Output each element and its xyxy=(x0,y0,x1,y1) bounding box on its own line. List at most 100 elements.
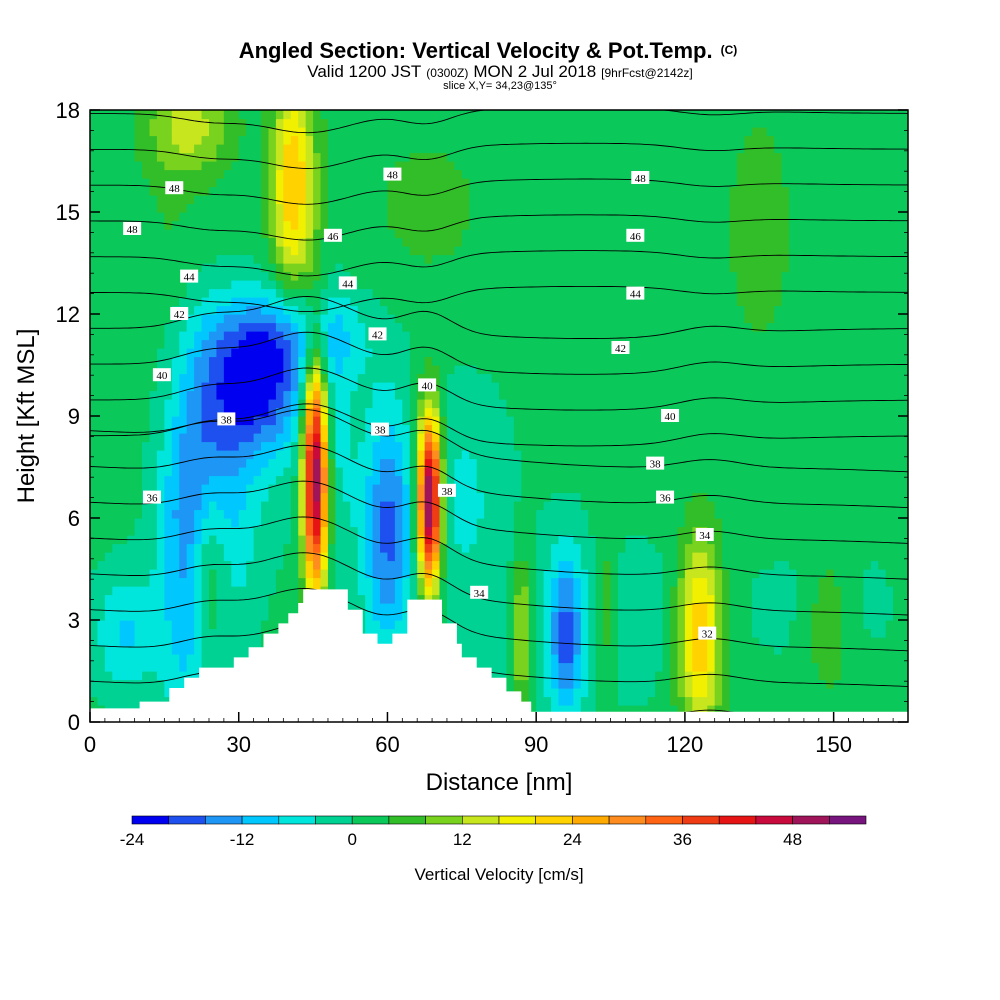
velocity-cell xyxy=(707,467,716,477)
velocity-cell xyxy=(499,620,508,630)
velocity-cell xyxy=(803,399,812,409)
velocity-cell xyxy=(305,543,314,553)
velocity-cell xyxy=(194,594,203,604)
velocity-cell xyxy=(900,518,908,528)
velocity-cell xyxy=(327,373,336,383)
velocity-cell xyxy=(223,399,232,409)
velocity-cell xyxy=(759,348,768,358)
velocity-cell xyxy=(409,501,418,511)
velocity-cell xyxy=(208,569,218,579)
velocity-cell xyxy=(789,399,798,409)
velocity-cell xyxy=(573,458,582,468)
velocity-cell xyxy=(506,450,515,460)
velocity-cell xyxy=(521,450,530,460)
velocity-cell xyxy=(320,526,329,536)
velocity-cell xyxy=(446,390,455,400)
velocity-cell xyxy=(751,526,760,536)
velocity-cell xyxy=(402,535,411,545)
velocity-cell xyxy=(365,586,374,596)
velocity-cell xyxy=(179,501,188,511)
velocity-cell xyxy=(149,696,158,706)
velocity-cell xyxy=(201,382,210,392)
velocity-cell xyxy=(841,654,850,664)
velocity-cell xyxy=(729,611,738,621)
velocity-cell xyxy=(268,628,277,638)
velocity-cell xyxy=(759,441,768,451)
velocity-cell xyxy=(134,433,143,443)
velocity-cell xyxy=(543,552,552,562)
velocity-cell xyxy=(662,645,671,655)
velocity-cell xyxy=(446,399,455,409)
velocity-cell xyxy=(156,424,165,434)
velocity-cell xyxy=(350,424,359,434)
velocity-cell xyxy=(290,458,299,468)
velocity-cell xyxy=(878,603,887,613)
velocity-cell xyxy=(848,552,857,562)
velocity-cell xyxy=(818,535,827,545)
velocity-cell xyxy=(893,441,902,451)
velocity-cell xyxy=(551,577,560,587)
velocity-cell xyxy=(327,399,336,409)
velocity-cell xyxy=(491,475,500,485)
velocity-cell xyxy=(677,526,686,536)
velocity-cell xyxy=(692,518,701,528)
velocity-cell xyxy=(446,509,455,519)
velocity-cell xyxy=(811,654,820,664)
velocity-cell xyxy=(231,399,240,409)
velocity-cell xyxy=(588,399,597,409)
velocity-cell xyxy=(655,467,664,477)
velocity-cell xyxy=(194,620,203,630)
velocity-cell xyxy=(365,543,374,553)
velocity-cell xyxy=(558,518,567,528)
velocity-cell xyxy=(803,696,812,706)
velocity-cell xyxy=(573,543,582,553)
velocity-cell xyxy=(826,654,835,664)
velocity-cell xyxy=(714,705,723,715)
velocity-cell xyxy=(855,484,864,494)
velocity-cell xyxy=(208,628,218,638)
velocity-cell xyxy=(246,484,255,494)
velocity-cell xyxy=(655,535,664,545)
velocity-cell xyxy=(766,373,775,383)
velocity-cell xyxy=(878,356,887,366)
velocity-cell xyxy=(380,407,389,417)
velocity-cell xyxy=(469,543,478,553)
velocity-cell xyxy=(885,552,894,562)
velocity-cell xyxy=(781,458,790,468)
velocity-cell xyxy=(595,373,604,383)
velocity-cell xyxy=(454,407,463,417)
velocity-cell xyxy=(707,637,716,647)
velocity-cell xyxy=(283,407,292,417)
velocity-cell xyxy=(402,467,411,477)
velocity-cell xyxy=(446,382,455,392)
velocity-cell xyxy=(469,390,478,400)
velocity-cell xyxy=(796,594,805,604)
velocity-cell xyxy=(142,560,151,570)
velocity-cell xyxy=(424,467,433,477)
velocity-cell xyxy=(298,594,307,604)
velocity-cell xyxy=(655,441,664,451)
velocity-cell xyxy=(796,654,805,664)
velocity-cell xyxy=(811,382,820,392)
velocity-cell xyxy=(588,501,597,511)
velocity-cell xyxy=(736,373,745,383)
velocity-cell xyxy=(424,501,433,511)
velocity-cell xyxy=(119,662,128,672)
velocity-cell xyxy=(134,424,143,434)
velocity-cell xyxy=(558,484,567,494)
velocity-cell xyxy=(142,424,151,434)
velocity-cell xyxy=(506,467,515,477)
velocity-cell xyxy=(298,569,307,579)
velocity-cell xyxy=(751,518,760,528)
velocity-cell xyxy=(313,390,322,400)
velocity-cell xyxy=(655,688,664,698)
velocity-cell xyxy=(625,637,634,647)
velocity-cell xyxy=(409,331,418,341)
velocity-cell xyxy=(781,467,790,477)
velocity-cell xyxy=(484,552,493,562)
velocity-cell xyxy=(796,339,805,349)
velocity-cell xyxy=(736,433,745,443)
velocity-cell xyxy=(275,356,284,366)
velocity-cell xyxy=(818,577,827,587)
velocity-cell xyxy=(625,518,634,528)
